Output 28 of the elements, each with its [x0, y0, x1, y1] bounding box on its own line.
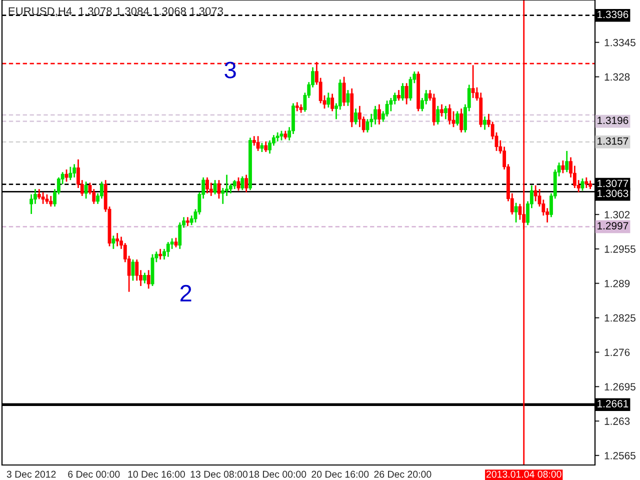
ref-line-label: 1.3157	[598, 137, 628, 145]
ref-line-label: 1.3063	[598, 190, 628, 198]
ref-line-label: 1.3396	[598, 10, 628, 18]
y-tick-label: 1.276	[604, 348, 630, 356]
y-tick-label: 1.289	[604, 280, 630, 288]
ref-line-label: 1.2661	[598, 400, 628, 408]
annotation: 3	[224, 62, 236, 78]
x-tick-label: 20 Dec 16:00	[312, 470, 369, 478]
ref-line-label: 1.3077	[598, 180, 628, 188]
y-tick-label: 1.302	[604, 210, 630, 218]
ref-line-label: 1.2997	[598, 222, 628, 230]
y-tick-label: 1.2565	[604, 452, 636, 460]
y-tick-label: 1.2695	[604, 383, 636, 390]
x-tick-label: 26 Dec 20:00	[374, 470, 432, 478]
y-tick-label: 1.3345	[604, 38, 636, 46]
ref-line-label: 1.3196	[598, 116, 628, 124]
x-tick-label: 2013.01.04 08:00	[486, 470, 562, 478]
annotation: 2	[180, 284, 192, 302]
y-tick-label: 1.328	[604, 73, 630, 81]
x-tick-label: 6 Dec 00:00	[68, 470, 120, 478]
y-tick-label: 1.2955	[604, 245, 636, 253]
text: EURUSD,H4 1.3078 1.3084 1.3068 1.3073	[8, 7, 224, 16]
x-tick-label: 3 Dec 2012	[6, 470, 56, 478]
x-tick-label: 10 Dec 16:00	[128, 470, 185, 478]
x-tick-label: 13 Dec 08:00	[190, 470, 248, 478]
x-tick-label: 18 Dec 00:00	[249, 470, 306, 478]
y-tick-label: 1.263	[604, 418, 630, 425]
y-tick-label: 1.2825	[604, 314, 636, 322]
